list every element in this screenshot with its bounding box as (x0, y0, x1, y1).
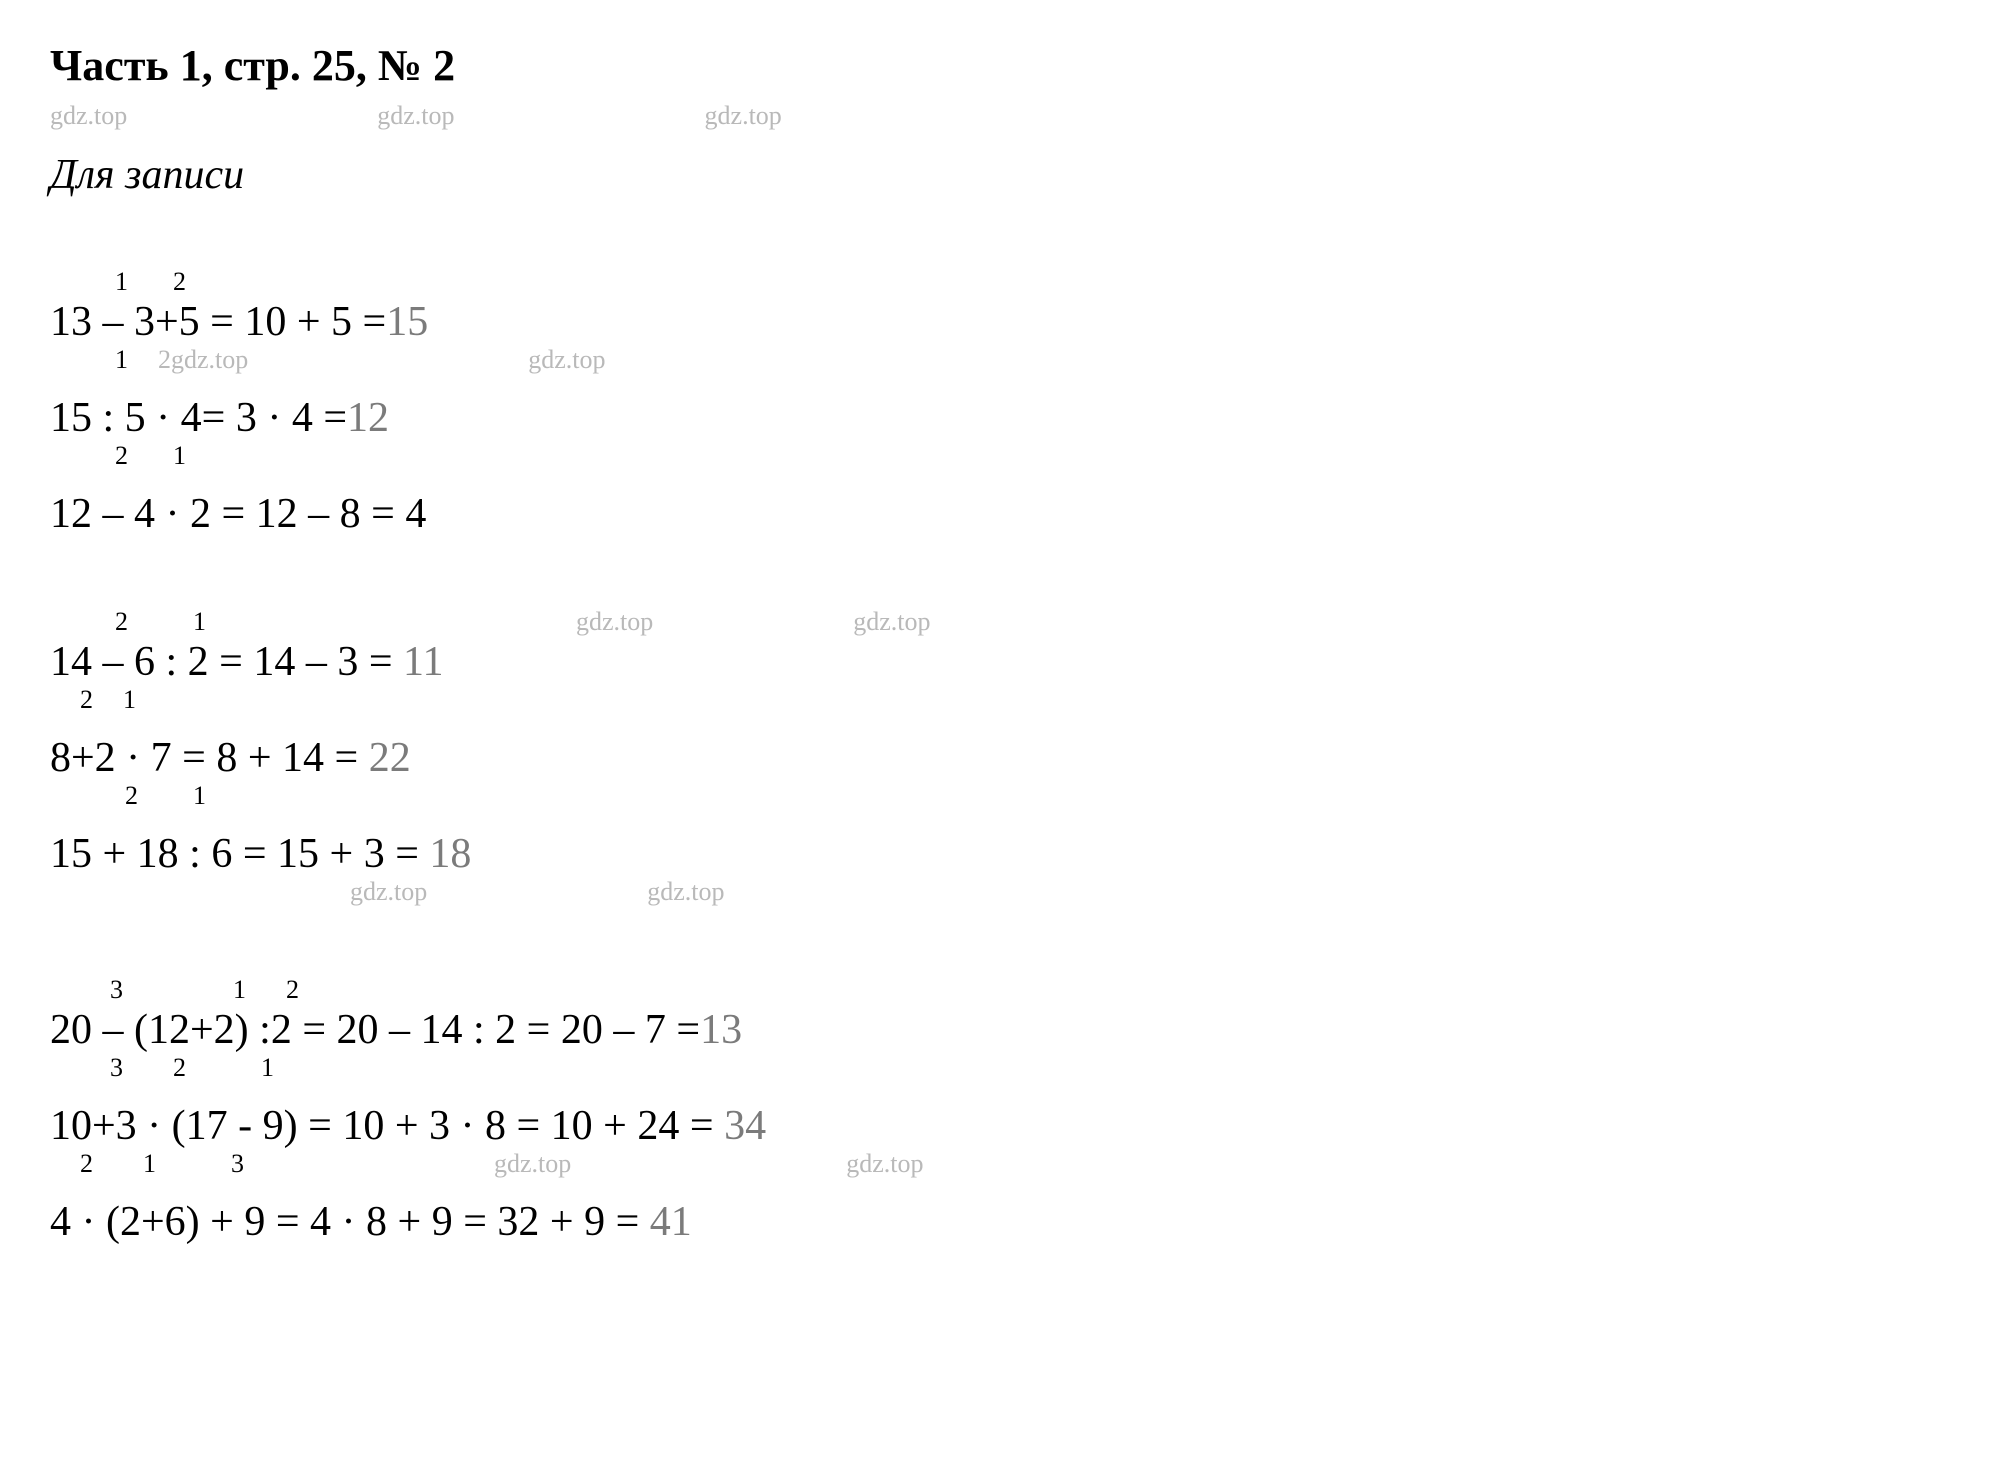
watermark-text: gdz.top (528, 347, 605, 375)
equation-block: 3 1 2 20 – (12+2) :2 = 20 – 14 : 2 = 20 … (50, 977, 1941, 1247)
order-mark: 2 (286, 977, 299, 1005)
order-mark: 2 (80, 1151, 93, 1179)
equation-line: 15 : 5 · 4= 3 · 4 =12 2 1 (50, 393, 1941, 471)
order-mark: 2 (80, 687, 93, 715)
order-mark: 3 (110, 977, 123, 1005)
equation-line: 2 1 gdz.top gdz.top 14 – 6 : 2 = 14 – 3 … (50, 609, 1941, 715)
equation-lhs: 20 – (12+2) :2 = 20 – 14 : 2 = 20 – 7 = (50, 1007, 700, 1053)
order-mark: 2 (125, 783, 138, 811)
equation-line: 15 + 18 : 6 = 15 + 3 = 18 gdz.top gdz.to… (50, 829, 1941, 907)
equation-lhs: 15 : 5 · 4= 3 · 4 = (50, 395, 347, 441)
order-mark: 3 (231, 1151, 244, 1179)
equation-line: 1 2 13 – 3+5 = 10 + 5 =15 1 2gdz.top gdz… (50, 269, 1941, 375)
page: Часть 1, стр. 25, № 2 gdz.top gdz.top gd… (0, 0, 1991, 1287)
watermark-text: gdz.top (50, 101, 127, 131)
equation: 12 – 4 · 2 = 12 – 8 = 4 (50, 489, 1941, 539)
order-mark: 1 (233, 977, 246, 1005)
superscript-row: 2 1 (50, 687, 1941, 715)
order-mark: 1 (143, 1151, 156, 1179)
equation-lhs: 13 – 3+5 = 10 + 5 = (50, 299, 386, 345)
equation-lhs: 12 – 4 · 2 = 12 – 8 = 4 (50, 491, 426, 537)
superscript-row: 1 2gdz.top gdz.top (50, 347, 1941, 375)
watermark-under-row: gdz.top gdz.top (50, 879, 1941, 907)
order-mark: 1 (193, 609, 206, 637)
equation-lhs: 14 – 6 : 2 = 14 – 3 = (50, 639, 403, 685)
watermark-text: gdz.top (576, 609, 653, 637)
equation: 4 · (2+6) + 9 = 4 · 8 + 9 = 32 + 9 = 41 (50, 1197, 1941, 1247)
equation-result: 34 (724, 1103, 766, 1149)
order-mark: 1 (173, 443, 186, 471)
equation-lhs: 8+2 · 7 = 8 + 14 = (50, 735, 369, 781)
order-mark: 1 (115, 347, 128, 375)
watermark-text: gdz.top (350, 879, 427, 907)
order-mark: 1 (193, 783, 206, 811)
equation: 15 + 18 : 6 = 15 + 3 = 18 (50, 829, 1941, 879)
watermark-text: gdz.top (846, 1151, 923, 1179)
order-mark: 2 (115, 609, 128, 637)
equation-line: 10+3 · (17 - 9) = 10 + 3 · 8 = 10 + 24 =… (50, 1101, 1941, 1179)
watermark-text: gdz.top (494, 1151, 571, 1179)
equation-result: 11 (403, 639, 443, 685)
equation-lhs: 10+3 · (17 - 9) = 10 + 3 · 8 = 10 + 24 = (50, 1103, 724, 1149)
superscript-row: 3 1 2 (50, 977, 1941, 1005)
equation: 13 – 3+5 = 10 + 5 =15 (50, 297, 1941, 347)
order-mark: 2 (173, 1055, 186, 1083)
equation-result: 15 (386, 299, 428, 345)
watermark-text: gdz.top (377, 101, 454, 131)
equation-line: 3 1 2 20 – (12+2) :2 = 20 – 14 : 2 = 20 … (50, 977, 1941, 1083)
superscript-row: 2 1 (50, 783, 1941, 811)
watermark-row-top: gdz.top gdz.top gdz.top (50, 101, 1941, 131)
equation-result: 22 (369, 735, 411, 781)
equation-lhs: 4 · (2+6) + 9 = 4 · 8 + 9 = 32 + 9 = (50, 1199, 650, 1245)
superscript-row: 2 1 (50, 443, 1941, 471)
superscript-row: 1 2 (50, 269, 1941, 297)
equation-result: 41 (650, 1199, 692, 1245)
equation-lhs: 15 + 18 : 6 = 15 + 3 = (50, 831, 429, 877)
watermark-text: gdz.top (705, 101, 782, 131)
order-mark: 2 (115, 443, 128, 471)
equation: 20 – (12+2) :2 = 20 – 14 : 2 = 20 – 7 =1… (50, 1005, 1941, 1055)
equation-line: 4 · (2+6) + 9 = 4 · 8 + 9 = 32 + 9 = 41 (50, 1197, 1941, 1247)
order-mark: 1 (123, 687, 136, 715)
watermark-text: gdz.top (853, 609, 930, 637)
equation: 8+2 · 7 = 8 + 14 = 22 (50, 733, 1941, 783)
order-mark: 1 (115, 269, 128, 297)
equation: 14 – 6 : 2 = 14 – 3 = 11 (50, 637, 1941, 687)
equation-result: 12 (347, 395, 389, 441)
equation-line: 12 – 4 · 2 = 12 – 8 = 4 (50, 489, 1941, 539)
subtitle: Для записи (50, 151, 1941, 199)
equation-line: 8+2 · 7 = 8 + 14 = 22 2 1 (50, 733, 1941, 811)
equation-result: 18 (429, 831, 471, 877)
page-title: Часть 1, стр. 25, № 2 (50, 40, 1941, 91)
equation-block: 2 1 gdz.top gdz.top 14 – 6 : 2 = 14 – 3 … (50, 609, 1941, 907)
equation: 15 : 5 · 4= 3 · 4 =12 (50, 393, 1941, 443)
order-mark: 3 (110, 1055, 123, 1083)
equation: 10+3 · (17 - 9) = 10 + 3 · 8 = 10 + 24 =… (50, 1101, 1941, 1151)
superscript-row: 3 2 1 (50, 1055, 1941, 1083)
equation-result: 13 (700, 1007, 742, 1053)
watermark-text: gdz.top (647, 879, 724, 907)
equation-block: 1 2 13 – 3+5 = 10 + 5 =15 1 2gdz.top gdz… (50, 269, 1941, 539)
order-watermark-mark: 2gdz.top (158, 347, 248, 375)
superscript-row: 2 1 gdz.top gdz.top (50, 609, 1941, 637)
order-mark: 2 (173, 269, 186, 297)
superscript-row: 2 1 3 gdz.top gdz.top (50, 1151, 1941, 1179)
order-mark: 1 (261, 1055, 274, 1083)
